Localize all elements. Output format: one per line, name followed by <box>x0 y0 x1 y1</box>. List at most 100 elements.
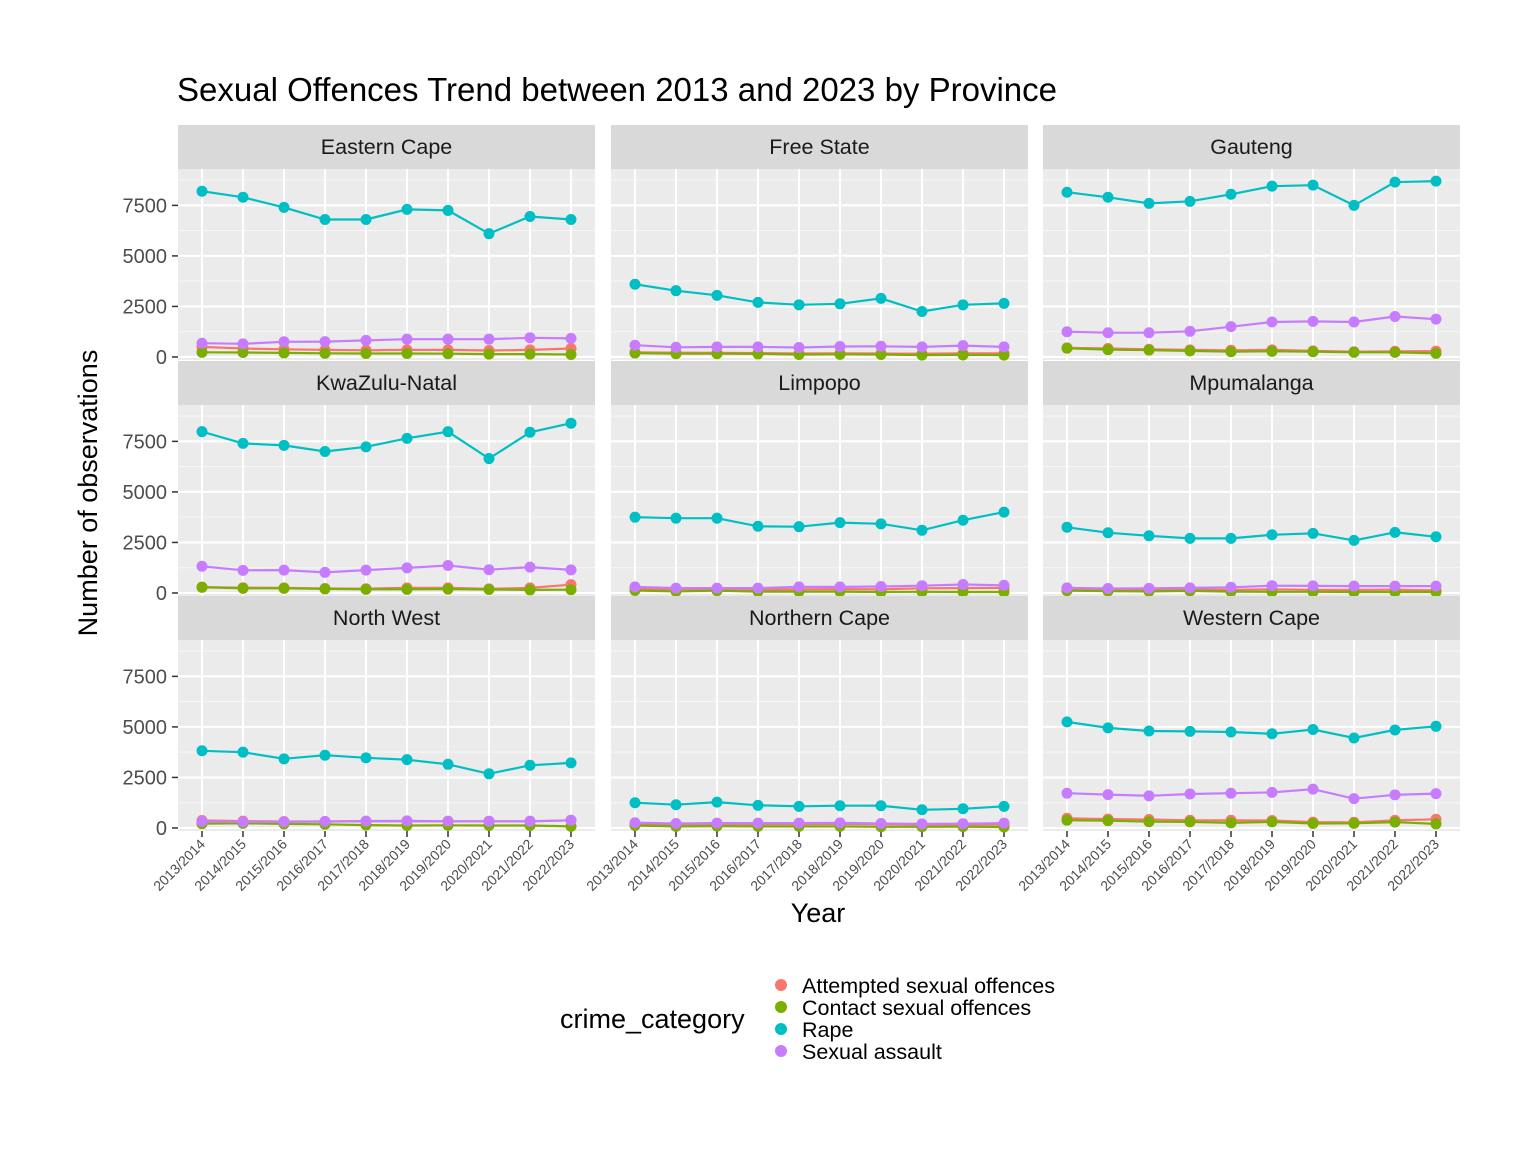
series-line <box>1066 819 1437 825</box>
data-point <box>1061 716 1073 728</box>
panel-background <box>1043 640 1460 831</box>
data-point <box>1061 186 1073 198</box>
data-point <box>629 347 641 359</box>
data-point <box>1061 814 1073 826</box>
facet-strip <box>1043 361 1460 405</box>
data-point <box>1266 180 1278 192</box>
facet-strip-label: Eastern Cape <box>321 135 452 159</box>
data-point <box>196 581 208 593</box>
facet-strip-label: Free State <box>769 135 869 159</box>
y-tick-label: 5000 <box>123 717 168 739</box>
data-point <box>442 333 454 345</box>
data-point <box>1430 580 1442 592</box>
panel-background <box>1043 169 1460 360</box>
data-point <box>278 439 290 451</box>
data-point <box>629 581 641 593</box>
data-point <box>360 334 372 346</box>
panel-background <box>611 169 1028 360</box>
data-point <box>1389 724 1401 736</box>
y-tick-label: 0 <box>156 347 167 369</box>
data-point <box>565 757 577 769</box>
data-point <box>1430 788 1442 800</box>
data-point <box>278 816 290 828</box>
data-point <box>1102 327 1114 339</box>
data-point <box>483 348 495 360</box>
data-point <box>196 337 208 349</box>
data-point <box>319 583 331 595</box>
legend-label: Sexual assault <box>802 1040 942 1064</box>
data-point <box>793 817 805 829</box>
data-point <box>1348 346 1360 358</box>
data-point <box>957 299 969 311</box>
data-point <box>1061 582 1073 594</box>
data-point <box>442 426 454 438</box>
data-point <box>1184 532 1196 544</box>
data-point <box>916 524 928 536</box>
facet-strip <box>611 596 1028 640</box>
y-tick-label: 7500 <box>123 195 168 217</box>
data-point <box>834 340 846 352</box>
facet-strip <box>1043 125 1460 169</box>
data-point <box>237 582 249 594</box>
data-point <box>1225 532 1237 544</box>
facet-strip <box>178 596 595 640</box>
series-line <box>1066 788 1437 800</box>
data-point <box>319 445 331 457</box>
data-point <box>401 754 413 766</box>
data-point <box>360 815 372 827</box>
data-point <box>998 341 1010 353</box>
data-point <box>401 333 413 345</box>
data-point <box>875 518 887 530</box>
data-point <box>1225 817 1237 829</box>
data-point <box>401 203 413 215</box>
data-point <box>1348 534 1360 546</box>
facet-strip-label: Western Cape <box>1183 606 1320 630</box>
data-point <box>916 341 928 353</box>
legend-title: crime_category <box>560 1004 745 1034</box>
data-point <box>1266 529 1278 541</box>
data-point <box>1225 726 1237 738</box>
data-point <box>998 579 1010 591</box>
data-point <box>483 815 495 827</box>
facet-strip <box>611 125 1028 169</box>
facet-strip-label: Northern Cape <box>749 606 890 630</box>
data-point <box>670 799 682 811</box>
data-point <box>442 758 454 770</box>
data-point <box>319 336 331 348</box>
x-axis-title: Year <box>791 898 846 928</box>
data-point <box>752 817 764 829</box>
data-point <box>237 437 249 449</box>
data-point <box>237 746 249 758</box>
data-point <box>875 818 887 830</box>
data-point <box>1389 816 1401 828</box>
series-line <box>1066 584 1436 590</box>
data-point <box>670 582 682 594</box>
data-point <box>1430 531 1442 543</box>
data-point <box>1061 521 1073 533</box>
series-line <box>1066 180 1437 207</box>
data-point <box>1184 345 1196 357</box>
data-point <box>565 332 577 344</box>
data-point <box>1266 786 1278 798</box>
facet-panel: KwaZulu-Natal 0 2500 5000 7500 <box>123 361 595 605</box>
facet-panel: Northern Cape2013/20142014/20152015/2016… <box>583 596 1028 894</box>
facet-panel: Eastern Cape 0 2500 5000 7500 <box>123 125 595 369</box>
data-point <box>401 432 413 444</box>
data-point <box>957 803 969 815</box>
data-point <box>524 210 536 222</box>
data-point <box>1348 793 1360 805</box>
facet-strip-label: Gauteng <box>1210 135 1292 159</box>
panel-background <box>178 169 595 360</box>
y-tick-label: 7500 <box>123 431 168 453</box>
data-point <box>237 347 249 359</box>
data-point <box>1225 321 1237 333</box>
data-point <box>1061 326 1073 338</box>
facet-strip <box>611 361 1028 405</box>
data-point <box>793 581 805 593</box>
data-point <box>1184 788 1196 800</box>
y-tick-label: 2500 <box>123 767 168 789</box>
data-point <box>1266 316 1278 328</box>
data-point <box>916 580 928 592</box>
series-line <box>634 283 1005 313</box>
data-point <box>524 584 536 596</box>
